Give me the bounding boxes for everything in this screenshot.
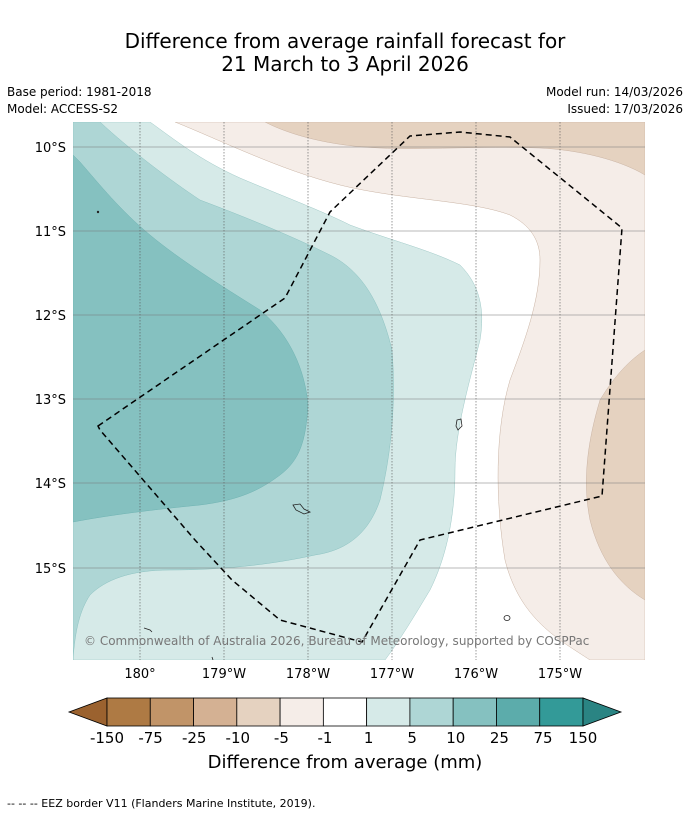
colorbar-extend-low	[67, 697, 108, 727]
colorbar-tick: -25	[182, 729, 207, 747]
title-line-1: Difference from average rainfall forecas…	[124, 29, 566, 53]
meta-right: Model run: 14/03/2026 Issued: 17/03/2026	[546, 84, 683, 118]
colorbar-segment	[149, 697, 194, 727]
lon-label: 176°W	[454, 667, 498, 682]
colorbar-segment	[322, 697, 368, 727]
colorbar-segment	[279, 697, 324, 727]
colorbar-title: Difference from average (mm)	[207, 752, 483, 773]
colorbar-extend-high	[582, 697, 623, 727]
colorbar-tick: 10	[446, 729, 465, 747]
islands	[96, 210, 511, 660]
eez-legend-footer: -- -- -- EEZ border V11 (Flanders Marine…	[7, 797, 316, 810]
lat-label: 12°S	[35, 309, 66, 324]
map-title: Difference from average rainfall forecas…	[0, 30, 690, 76]
contour-neg-5-to-10-east	[586, 349, 645, 601]
colorbar-tick: 5	[407, 729, 417, 747]
colorbar-tick: -75	[138, 729, 163, 747]
lat-label: 14°S	[35, 477, 66, 492]
rainfall-map: © Commonwealth of Australia 2026, Bureau…	[73, 122, 645, 660]
model-run: Model run: 14/03/2026	[545, 85, 683, 99]
lon-labels: 180° 179°W 178°W 177°W 176°W 175°W	[124, 667, 582, 682]
lon-label: 178°W	[286, 667, 330, 682]
colorbar-labels: -150 -75 -25 -10 -5 -1 1 5 10 25 75 150	[90, 729, 597, 747]
colorbar-tick: 25	[490, 729, 509, 747]
contour-pos-10-to-25	[73, 154, 309, 523]
lat-label: 10°S	[35, 141, 66, 156]
lat-label: 13°S	[35, 393, 66, 408]
contour-neg-5-to-10-north	[264, 122, 645, 176]
colorbar-segment	[452, 697, 497, 727]
colorbar-tick: -10	[226, 729, 251, 747]
colorbar-tick: 75	[533, 729, 552, 747]
model-name: Model: ACCESS-S2	[7, 102, 119, 116]
colorbar-tick: -150	[90, 729, 124, 747]
lon-label: 180°	[124, 667, 155, 682]
lon-label: 175°W	[538, 667, 582, 682]
colorbar-segment	[193, 697, 238, 727]
colorbar-segment	[539, 697, 584, 727]
lat-lines	[73, 146, 645, 569]
lon-label: 179°W	[202, 667, 246, 682]
colorbar-tick: -5	[274, 729, 289, 747]
meta-left: Base period: 1981-2018 Model: ACCESS-S2	[7, 84, 152, 118]
colorbar-segment	[106, 697, 151, 727]
colorbar	[67, 697, 623, 727]
eez-border	[97, 131, 623, 643]
issued-date: Issued: 17/03/2026	[567, 102, 683, 116]
lat-label: 15°S	[35, 562, 66, 577]
contour-neg-1-to-5	[174, 122, 645, 660]
colorbar-tick: -1	[318, 729, 333, 747]
colorbar-tick: 150	[569, 729, 598, 747]
colorbar-segment	[409, 697, 454, 727]
base-period: Base period: 1981-2018	[7, 85, 152, 99]
lat-label: 11°S	[35, 225, 66, 240]
colorbar-segment	[236, 697, 281, 727]
lon-label: 177°W	[370, 667, 414, 682]
lat-labels: 10°S 11°S 12°S 13°S 14°S 15°S	[35, 141, 66, 577]
copyright-text: © Commonwealth of Australia 2026, Bureau…	[84, 634, 589, 648]
colorbar-segment	[366, 697, 411, 727]
colorbar-segment	[496, 697, 541, 727]
colorbar-tick: 1	[364, 729, 374, 747]
title-line-2: 21 March to 3 April 2026	[221, 52, 469, 76]
